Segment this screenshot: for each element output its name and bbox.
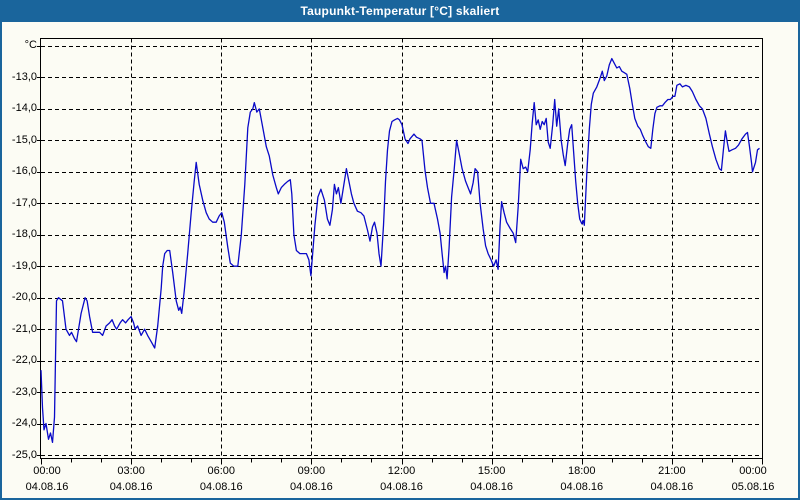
x-tick-date-label: 04.08.16: [560, 481, 604, 493]
x-tick-date-label: 04.08.16: [289, 481, 333, 493]
y-tick-label: -19,0: [11, 259, 37, 272]
x-tick-time-label: 00:00: [33, 465, 61, 477]
x-tick-date-label: 04.08.16: [109, 481, 153, 493]
window-title: Taupunkt-Temperatur [°C] skaliert: [300, 4, 500, 18]
x-tick-date-label: 04.08.16: [199, 481, 243, 493]
y-tick-label: -15,0: [11, 133, 37, 146]
series-line: [40, 57, 760, 444]
x-tick-time-label: 06:00: [207, 465, 236, 477]
y-axis-unit-label: °C: [24, 39, 37, 51]
x-tick-time-label: 00:00: [739, 465, 767, 477]
x-tick-date-label: 04.08.16: [470, 481, 514, 493]
y-tick-label: -21,0: [11, 322, 37, 335]
y-tick-label: -18,0: [11, 228, 37, 241]
y-tick-label: -16,0: [11, 165, 37, 178]
x-tick-time-label: 12:00: [387, 465, 416, 477]
y-tick-label: -17,0: [11, 196, 37, 209]
y-tick-label: -25,0: [11, 448, 37, 461]
x-tick-date-label: 04.08.16: [25, 481, 69, 493]
y-tick-label: -22,0: [11, 354, 37, 367]
y-tick-label: -20,0: [11, 291, 37, 304]
y-tick-label: -13,0: [11, 70, 37, 83]
x-tick-time-label: 15:00: [477, 465, 506, 477]
x-tick-time-label: 18:00: [567, 465, 596, 477]
x-tick-date-label: 04.08.16: [380, 481, 423, 493]
x-tick-time-label: 03:00: [117, 465, 145, 477]
window-titlebar[interactable]: Taupunkt-Temperatur [°C] skaliert: [0, 0, 800, 22]
x-tick-time-label: 21:00: [658, 465, 686, 477]
y-tick-label: -23,0: [11, 385, 37, 398]
x-tick-time-label: 09:00: [297, 465, 326, 477]
y-tick-label: -24,0: [11, 417, 37, 430]
y-tick-label: -14,0: [11, 102, 37, 115]
x-tick-date-label: 05.08.16: [731, 481, 775, 493]
x-tick-date-label: 04.08.16: [650, 481, 694, 493]
